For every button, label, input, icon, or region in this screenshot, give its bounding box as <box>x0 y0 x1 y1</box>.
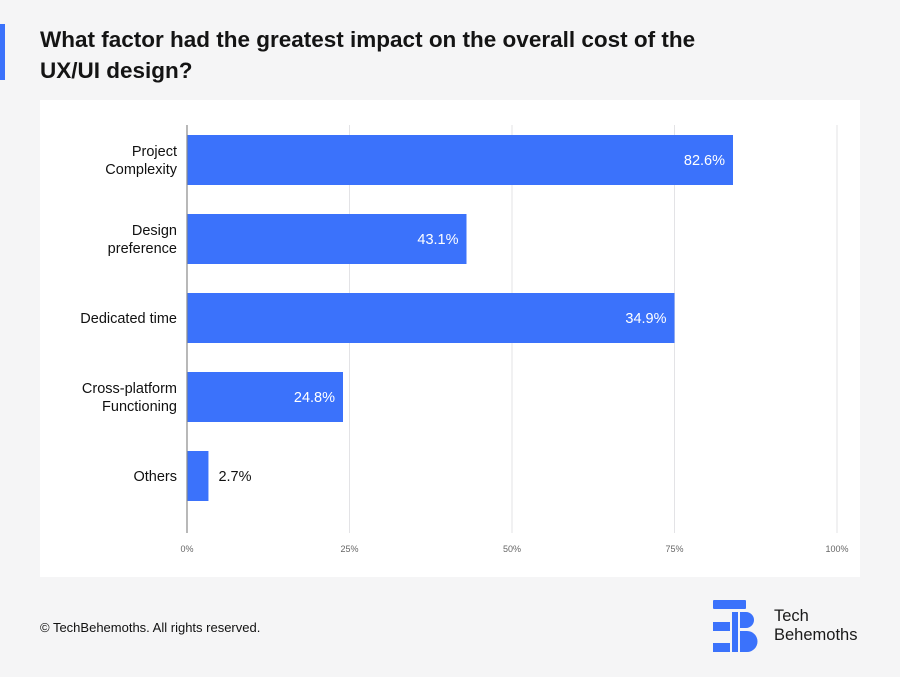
bar-4 <box>187 451 209 501</box>
value-label-3: 24.8% <box>294 390 335 406</box>
bar-3 <box>187 372 343 422</box>
title-accent-bar <box>0 24 5 80</box>
brand-name-line1: Tech <box>774 607 809 625</box>
category-label-0-line-1: Complexity <box>105 162 177 178</box>
techbehemoths-logo-icon <box>713 600 758 652</box>
category-label-3-line-0: Cross-platform <box>82 381 177 397</box>
value-label-2: 34.9% <box>625 311 666 327</box>
value-label-4: 2.7% <box>218 469 251 485</box>
category-label-2-line-0: Dedicated time <box>80 311 177 327</box>
category-label-3-line-1: Functioning <box>102 399 177 415</box>
value-label-1: 43.1% <box>417 232 458 248</box>
category-label-1-line-0: Design <box>132 223 177 239</box>
brand-name-line2: Behemoths <box>774 626 858 644</box>
x-tick-label-75: 75% <box>665 544 683 554</box>
bar-0 <box>187 135 733 185</box>
chart-card: 0% 25% 50% 75% 100% Project Complexity 82.6% Des… <box>40 100 860 577</box>
x-tick-label-100: 100% <box>825 544 848 554</box>
bar-1 <box>187 214 467 264</box>
value-label-0: 82.6% <box>684 153 725 169</box>
x-tick-label-50: 50% <box>503 544 521 554</box>
brand-name: Tech Behemoths <box>774 607 857 645</box>
bar-2 <box>187 293 675 343</box>
techbehemoths-logo: Tech Behemoths <box>713 600 857 652</box>
category-label-0-line-0: Project <box>132 144 177 160</box>
bar-chart: 0% 25% 50% 75% 100% Project Complexity 82.6% Des… <box>80 125 849 554</box>
category-label-4-line-0: Others <box>133 469 177 485</box>
x-tick-label-25: 25% <box>340 544 358 554</box>
x-tick-label-0: 0% <box>180 544 193 554</box>
category-label-1-line-1: preference <box>108 241 177 257</box>
chart-title: What factor had the greatest impact on t… <box>40 27 696 83</box>
copyright-notice: © TechBehemoths. All rights reserved. <box>40 620 261 635</box>
